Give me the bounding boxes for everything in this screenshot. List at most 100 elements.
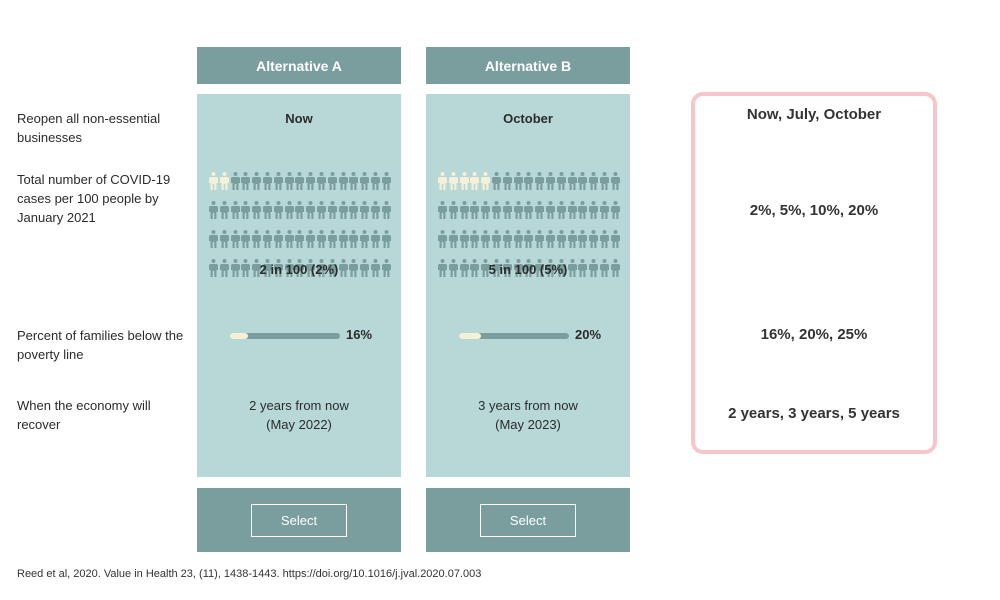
person-icon	[295, 259, 306, 282]
recover-line1: 2 years from now	[249, 398, 349, 413]
person-icon	[370, 172, 382, 195]
person-icon	[491, 201, 503, 224]
person-icon	[327, 201, 339, 224]
person-icon	[262, 172, 274, 195]
person-icon	[545, 259, 557, 282]
person-icon	[306, 230, 317, 253]
cases-label: 5 in 100 (5%)	[488, 262, 568, 277]
person-icon	[219, 259, 231, 282]
person-icon	[589, 230, 600, 253]
person-highlighted-icon	[459, 172, 471, 195]
person-icon	[502, 230, 514, 253]
person-icon	[230, 230, 242, 253]
select-button[interactable]: Select	[251, 503, 347, 537]
person-icon	[513, 172, 525, 195]
poverty-bar-fill	[230, 333, 248, 339]
person-icon	[535, 230, 546, 253]
person-icon	[252, 172, 263, 195]
person-icon	[459, 259, 471, 282]
person-icon	[545, 201, 557, 224]
person-icon	[306, 259, 317, 282]
person-icon	[381, 172, 393, 195]
cases-icon-array	[209, 172, 393, 282]
person-icon	[459, 230, 471, 253]
person-icon	[610, 230, 622, 253]
person-icon	[370, 201, 382, 224]
recover-line1: 3 years from now	[478, 398, 578, 413]
person-icon	[610, 201, 622, 224]
person-icon	[316, 172, 328, 195]
person-icon	[545, 172, 557, 195]
alternative-header: Alternative B	[426, 47, 630, 84]
person-icon	[338, 201, 350, 224]
person-icon	[219, 230, 231, 253]
person-icon	[230, 201, 242, 224]
alternative-footer: Select	[426, 488, 630, 552]
person-icon	[316, 259, 328, 282]
person-icon	[219, 201, 231, 224]
poverty-value: 20%	[575, 327, 602, 342]
person-icon	[273, 201, 285, 224]
person-icon	[327, 172, 339, 195]
person-highlighted-icon	[470, 172, 481, 195]
select-button[interactable]: Select	[480, 503, 576, 537]
person-icon	[524, 201, 535, 224]
person-icon	[360, 259, 371, 282]
person-icon	[470, 259, 481, 282]
recover-line2: (May 2022)	[266, 417, 332, 432]
person-icon	[241, 230, 252, 253]
person-icon	[567, 172, 579, 195]
person-icon	[327, 230, 339, 253]
person-icon	[599, 259, 611, 282]
person-icon	[349, 201, 360, 224]
person-icon	[610, 259, 622, 282]
person-icon	[241, 172, 252, 195]
person-icon	[599, 201, 611, 224]
recover-value: 3 years from now (May 2023)	[426, 396, 630, 434]
citation: Reed et al, 2020. Value in Health 23, (1…	[17, 568, 482, 580]
person-icon	[209, 259, 220, 282]
person-icon	[381, 230, 393, 253]
reopen-value: October	[503, 111, 553, 126]
person-icon	[470, 230, 481, 253]
person-icon	[567, 259, 579, 282]
alternative-panel	[197, 94, 401, 477]
attr-poverty: Percent of families below the poverty li…	[17, 328, 184, 362]
person-icon	[438, 230, 449, 253]
person-icon	[610, 172, 622, 195]
person-icon	[438, 259, 449, 282]
person-icon	[349, 230, 360, 253]
person-icon	[327, 259, 339, 282]
person-icon	[589, 259, 600, 282]
person-highlighted-icon	[448, 172, 460, 195]
person-icon	[252, 259, 263, 282]
person-icon	[273, 230, 285, 253]
cases-label: 2 in 100 (2%)	[259, 262, 339, 277]
person-icon	[241, 259, 252, 282]
alternative-footer: Select	[197, 488, 401, 552]
person-icon	[578, 259, 589, 282]
person-icon	[381, 201, 393, 224]
reopen-value: Now	[285, 111, 313, 126]
person-icon	[360, 201, 371, 224]
person-icon	[589, 172, 600, 195]
cases-icon-array	[438, 172, 622, 282]
person-icon	[438, 201, 449, 224]
alternative-header: Alternative A	[197, 47, 401, 84]
person-icon	[230, 259, 242, 282]
person-icon	[338, 172, 350, 195]
person-icon	[370, 230, 382, 253]
person-highlighted-icon	[219, 172, 231, 195]
person-icon	[284, 172, 296, 195]
poverty-bar	[459, 333, 569, 339]
person-icon	[448, 201, 460, 224]
poverty-bar	[230, 333, 340, 339]
person-icon	[524, 259, 535, 282]
person-icon	[448, 230, 460, 253]
person-icon	[491, 172, 503, 195]
person-icon	[578, 230, 589, 253]
person-icon	[381, 259, 393, 282]
person-icon	[599, 172, 611, 195]
person-icon	[578, 172, 589, 195]
person-highlighted-icon	[438, 172, 449, 195]
